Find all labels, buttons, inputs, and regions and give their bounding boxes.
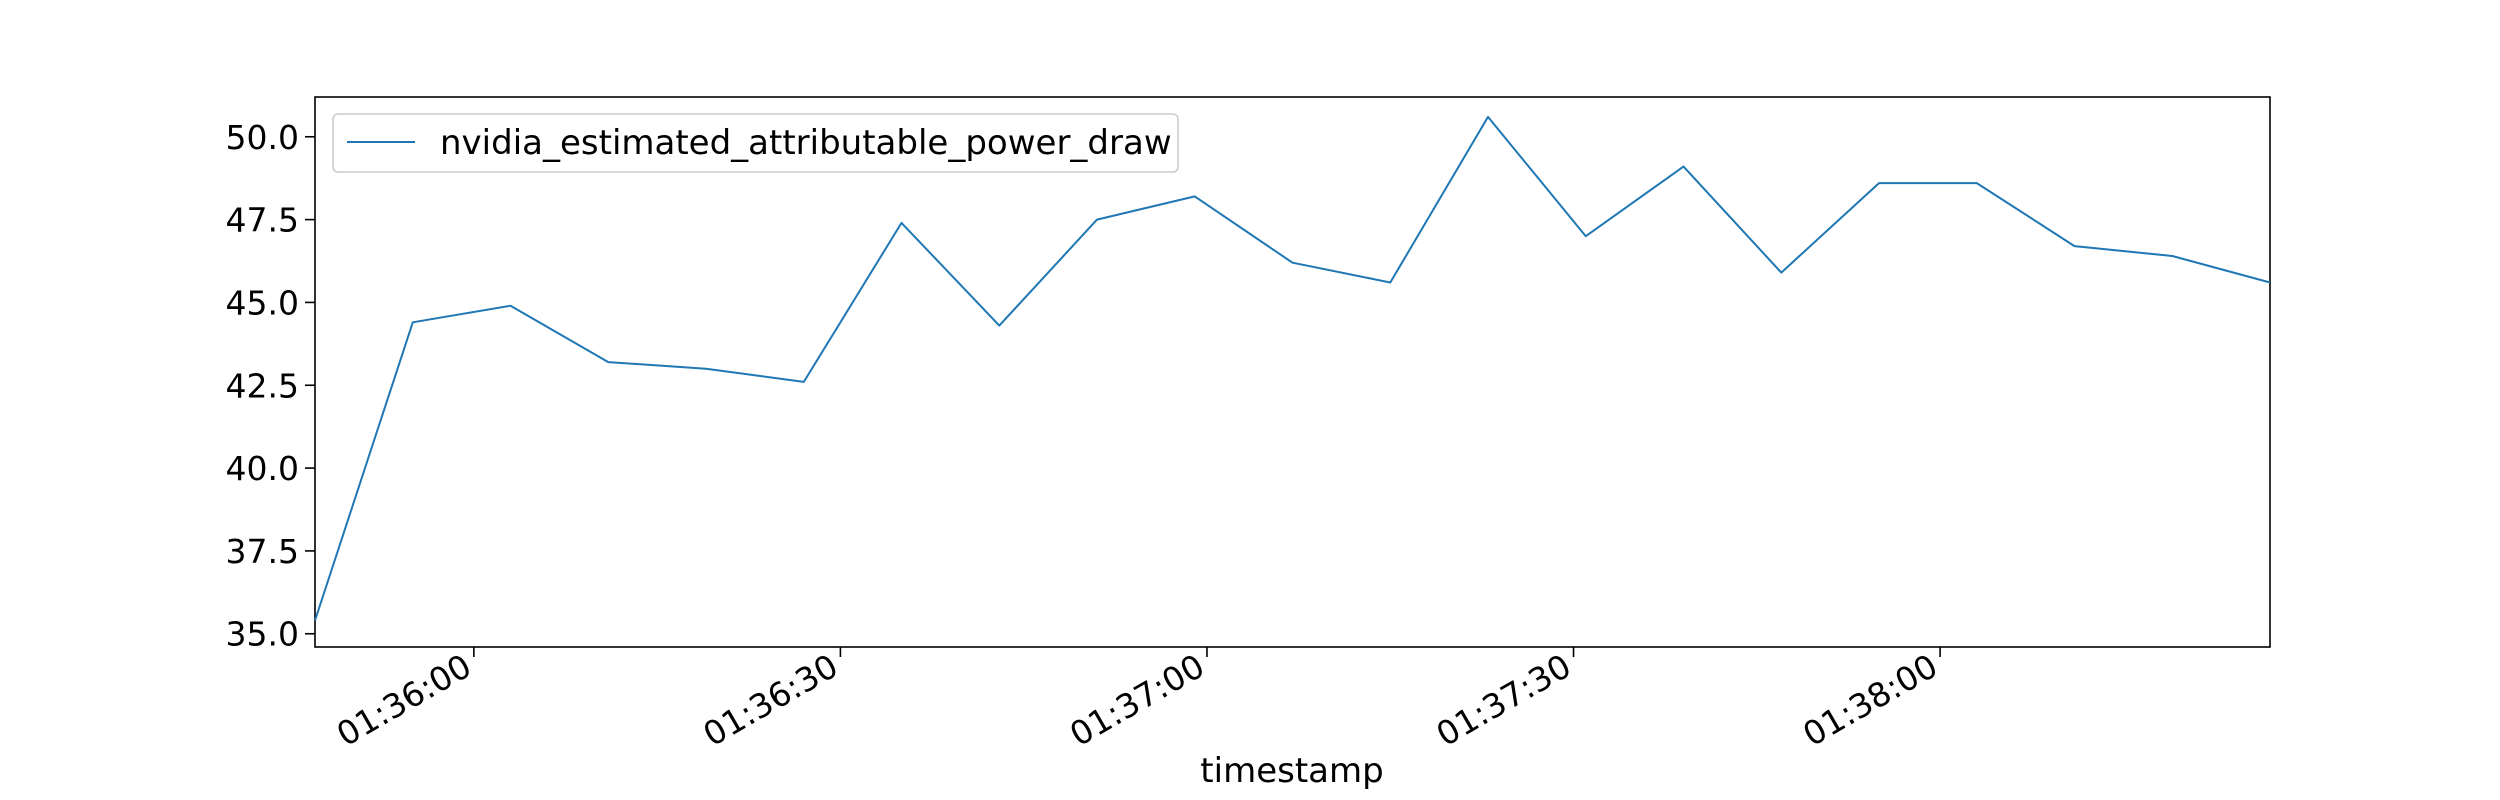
series-line	[314, 115, 2271, 621]
x-axis: 01:36:00 01:36:30 01:37:00 01:37:30 01:38:00	[330, 646, 1944, 754]
x-tick-label: 01:37:00	[1063, 646, 1211, 754]
y-tick-label: 50.0	[226, 118, 299, 157]
y-tick-label: 42.5	[226, 366, 299, 405]
y-tick-label: 40.0	[226, 449, 299, 488]
x-tick-label: 01:36:30	[697, 646, 845, 754]
y-tick-label: 45.0	[226, 283, 299, 322]
legend-box	[332, 113, 1179, 173]
y-tick-label: 37.5	[226, 532, 299, 571]
legend: nvidia_estimated_attributable_power_draw	[332, 113, 1179, 173]
plot-frame	[314, 96, 2271, 648]
x-tick-label: 01:37:30	[1430, 646, 1578, 754]
plot-area	[314, 96, 2271, 648]
y-axis: 35.0 37.5 40.0 42.5 45.0 47.5 50.0	[226, 118, 315, 654]
x-tick-label: 01:36:00	[330, 646, 478, 754]
series-layer	[314, 115, 2271, 621]
y-tick-label: 47.5	[226, 201, 299, 240]
x-tick-label: 01:38:00	[1796, 646, 1944, 754]
y-tick-label: 35.0	[226, 615, 299, 654]
legend-entry-label: nvidia_estimated_attributable_power_draw	[440, 123, 1172, 163]
x-axis-label: timestamp	[1200, 751, 1383, 791]
